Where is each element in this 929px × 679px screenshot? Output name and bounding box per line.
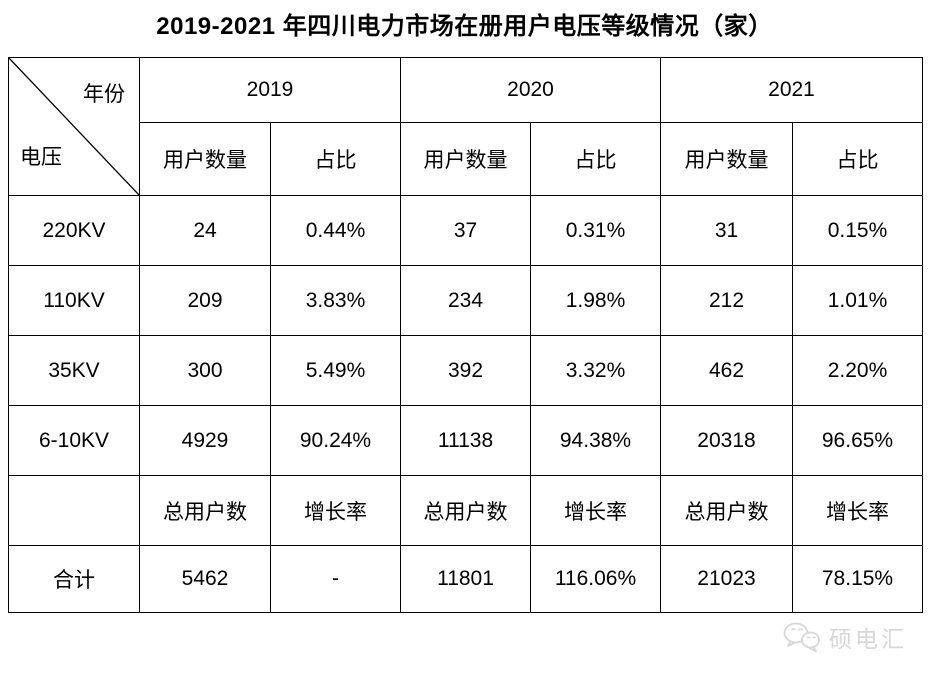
- table-row-6-10kv: 6-10KV 4929 90.24% 11138 94.38% 20318 96…: [8, 405, 923, 476]
- corner-header-cell: 年份 电压: [8, 57, 140, 196]
- row-label: 110KV: [8, 265, 140, 336]
- summary-header-growth-2019: 增长率: [270, 475, 401, 546]
- cell-share-2019: 3.83%: [270, 265, 401, 336]
- cell-users-2020: 11138: [400, 405, 531, 476]
- cell-share-2019: 5.49%: [270, 335, 401, 406]
- cell-share-2020: 1.98%: [530, 265, 661, 336]
- cell-share-2019: 90.24%: [270, 405, 401, 476]
- row-label: 6-10KV: [8, 405, 140, 476]
- summary-header-total-2019: 总用户数: [139, 475, 271, 546]
- cell-users-2021: 462: [660, 335, 793, 406]
- sub-header-users-2019: 用户数量: [139, 122, 271, 196]
- year-header-row: 年份 电压 2019 2020 2021: [8, 57, 923, 196]
- summary-total-2019: 5462: [139, 545, 271, 613]
- cell-share-2021: 96.65%: [792, 405, 923, 476]
- year-header-2020: 2020: [400, 57, 661, 123]
- cell-users-2021: 20318: [660, 405, 793, 476]
- cell-users-2020: 234: [400, 265, 531, 336]
- sub-header-share-2021: 占比: [792, 122, 923, 196]
- row-label: 220KV: [8, 195, 140, 266]
- table-row-110kv: 110KV 209 3.83% 234 1.98% 212 1.01%: [8, 265, 923, 336]
- cell-users-2021: 31: [660, 195, 793, 266]
- voltage-level-table: 年份 电压 2019 2020 2021 用户数量 占比 用户数量 占比 用户数…: [8, 57, 923, 613]
- cell-share-2020: 94.38%: [530, 405, 661, 476]
- table-row-220kv: 220KV 24 0.44% 37 0.31% 31 0.15%: [8, 195, 923, 266]
- cell-users-2019: 209: [139, 265, 271, 336]
- sub-header-share-2019: 占比: [270, 122, 401, 196]
- summary-row-label: 合计: [8, 545, 140, 613]
- cell-share-2019: 0.44%: [270, 195, 401, 266]
- summary-header-growth-2021: 增长率: [792, 475, 923, 546]
- corner-year-label: 年份: [83, 83, 125, 106]
- summary-header-growth-2020: 增长率: [530, 475, 661, 546]
- cell-share-2021: 0.15%: [792, 195, 923, 266]
- summary-growth-2020: 116.06%: [530, 545, 661, 613]
- table-row-35kv: 35KV 300 5.49% 392 3.32% 462 2.20%: [8, 335, 923, 406]
- cell-users-2019: 300: [139, 335, 271, 406]
- cell-users-2020: 392: [400, 335, 531, 406]
- summary-total-row: 合计 5462 - 11801 116.06% 21023 78.15%: [8, 545, 923, 613]
- cell-share-2020: 0.31%: [530, 195, 661, 266]
- sub-header-users-2021: 用户数量: [660, 122, 793, 196]
- watermark-text: 硕电汇: [829, 626, 907, 652]
- year-header-2021: 2021: [660, 57, 923, 123]
- summary-header-total-2021: 总用户数: [660, 475, 793, 546]
- year-header-2019: 2019: [139, 57, 401, 123]
- summary-growth-2019: -: [270, 545, 401, 613]
- cell-users-2020: 37: [400, 195, 531, 266]
- summary-header-row: 总用户数 增长率 总用户数 增长率 总用户数 增长率: [8, 475, 923, 546]
- cell-share-2020: 3.32%: [530, 335, 661, 406]
- cell-share-2021: 2.20%: [792, 335, 923, 406]
- cell-users-2021: 212: [660, 265, 793, 336]
- page-title: 2019-2021 年四川电力市场在册用户电压等级情况（家）: [156, 13, 773, 40]
- watermark: 硕电汇: [782, 620, 907, 654]
- corner-voltage-label: 电压: [20, 146, 62, 169]
- diagonal-divider-line: [9, 58, 139, 195]
- wechat-icon: [783, 622, 820, 652]
- sub-header-row: 用户数量 占比 用户数量 占比 用户数量 占比: [9, 122, 923, 196]
- summary-total-2020: 11801: [400, 545, 531, 613]
- summary-header-total-2020: 总用户数: [400, 475, 531, 546]
- cell-users-2019: 24: [139, 195, 271, 266]
- cell-share-2021: 1.01%: [792, 265, 923, 336]
- summary-total-2021: 21023: [660, 545, 793, 613]
- sub-header-users-2020: 用户数量: [400, 122, 531, 196]
- sub-header-share-2020: 占比: [530, 122, 661, 196]
- cell-users-2019: 4929: [139, 405, 271, 476]
- empty-cell: [8, 475, 140, 546]
- summary-growth-2021: 78.15%: [792, 545, 923, 613]
- row-label: 35KV: [8, 335, 140, 406]
